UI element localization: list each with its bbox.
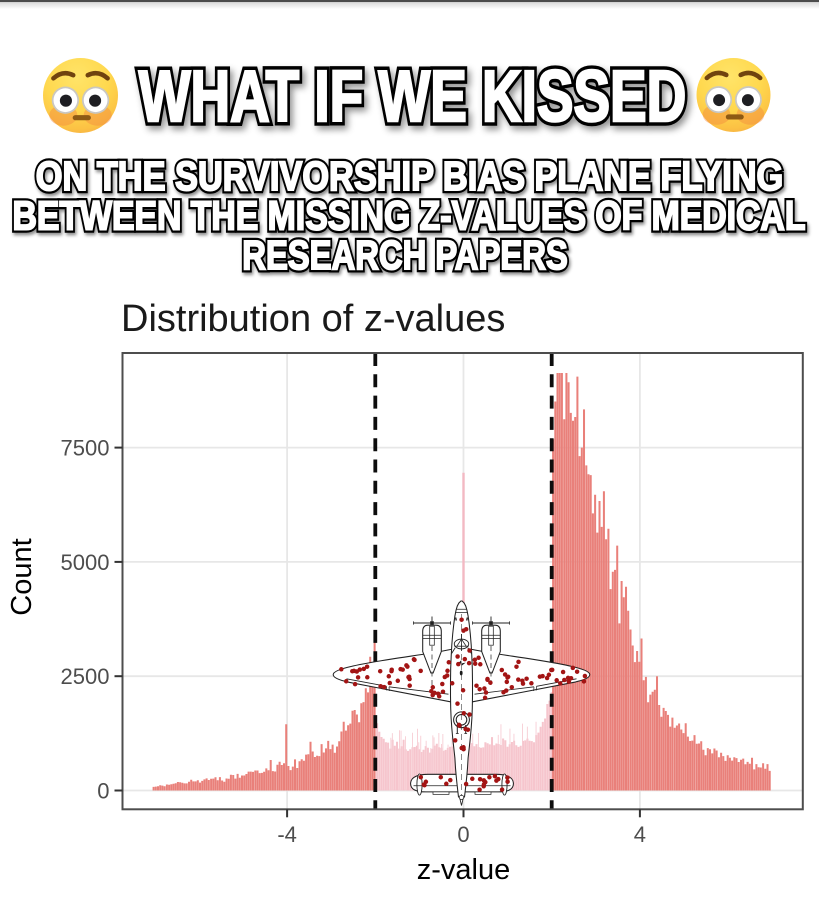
svg-text:RESEARCH PAPERS: RESEARCH PAPERS bbox=[242, 231, 567, 277]
svg-text:Count: Count bbox=[6, 538, 38, 615]
svg-text:BETWEEN THE MISSING Z-VALUES O: BETWEEN THE MISSING Z-VALUES OF MEDICAL bbox=[13, 192, 806, 238]
svg-text:WHAT IF WE KISSED: WHAT IF WE KISSED bbox=[139, 56, 687, 137]
svg-text:ON THE SURVIVORSHIP BIAS PLANE: ON THE SURVIVORSHIP BIAS PLANE FLYING bbox=[36, 154, 783, 200]
svg-text:WHAT IF WE KISSED: WHAT IF WE KISSED bbox=[139, 56, 687, 137]
svg-text:5000: 5000 bbox=[61, 550, 110, 575]
svg-text:Distribution of z-values: Distribution of z-values bbox=[121, 298, 505, 340]
svg-text:0: 0 bbox=[97, 779, 109, 804]
svg-text:ON THE SURVIVORSHIP BIAS PLANE: ON THE SURVIVORSHIP BIAS PLANE FLYING bbox=[36, 154, 783, 200]
svg-text:-4: -4 bbox=[277, 822, 297, 847]
svg-text:2500: 2500 bbox=[61, 664, 110, 689]
svg-text:z-value: z-value bbox=[417, 854, 511, 886]
svg-text:0: 0 bbox=[457, 822, 469, 847]
svg-text:7500: 7500 bbox=[61, 436, 110, 461]
svg-text:BETWEEN THE MISSING Z-VALUES O: BETWEEN THE MISSING Z-VALUES OF MEDICAL bbox=[13, 192, 806, 238]
svg-text:4: 4 bbox=[634, 822, 646, 847]
svg-text:RESEARCH PAPERS: RESEARCH PAPERS bbox=[242, 231, 567, 277]
